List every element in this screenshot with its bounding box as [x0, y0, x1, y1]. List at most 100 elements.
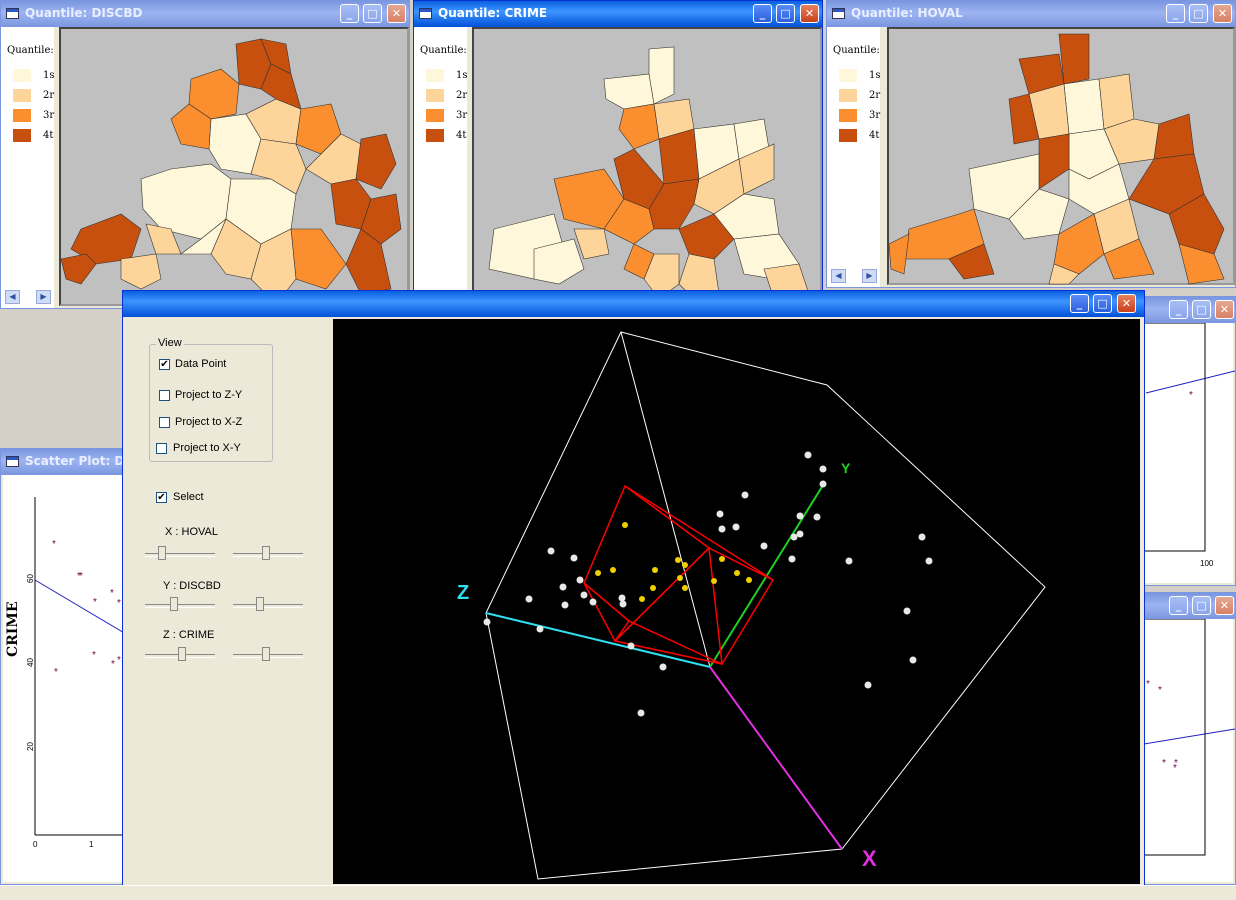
- maximize-button[interactable]: □: [776, 4, 795, 23]
- svg-text:*: *: [117, 598, 121, 609]
- scroll-left-button[interactable]: ◀: [5, 290, 20, 304]
- minimize-button[interactable]: _: [1169, 300, 1188, 319]
- legend-swatch-1: [839, 69, 857, 82]
- titlebar[interactable]: _ □ ✕: [1142, 297, 1235, 323]
- selected-points: [595, 522, 752, 602]
- minimize-button[interactable]: _: [1166, 4, 1185, 23]
- y-max-slider[interactable]: [233, 594, 303, 614]
- scroll-right-button[interactable]: ▶: [36, 290, 51, 304]
- y-axis-line: [709, 481, 826, 668]
- tick-label-100: 100: [1200, 559, 1214, 568]
- legend-title: Quantile:: [420, 45, 467, 56]
- map-svg: [60, 38, 402, 305]
- titlebar[interactable]: Scatter Plot: DIS: [1, 449, 129, 475]
- quantile-legend: Quantile: 1s 2r 3r 4t ◀ ▶: [414, 27, 468, 317]
- window-icon: [6, 456, 19, 467]
- data-point-checkbox[interactable]: ✔: [159, 359, 170, 370]
- legend-swatch-2: [839, 89, 857, 102]
- choropleth-map[interactable]: [887, 27, 1235, 285]
- titlebar[interactable]: _ □ ✕: [1142, 593, 1235, 619]
- x-min-slider[interactable]: [145, 543, 215, 563]
- scatter-plot-area[interactable]: CRIME 60 40 20 0 1 * * * * * * * * * *: [3, 475, 129, 882]
- window-icon: [832, 8, 845, 19]
- z-axis-variable-label: Z : CRIME: [163, 629, 215, 641]
- minimize-button[interactable]: _: [340, 4, 359, 23]
- legend-swatch-3: [839, 109, 857, 122]
- close-button[interactable]: ✕: [800, 4, 819, 23]
- window-scatter-plot: Scatter Plot: DIS CRIME 60 40 20 0 1 * *…: [0, 448, 130, 885]
- legend-label-3: 3r: [456, 110, 468, 121]
- project-zy-label: Project to Z-Y: [175, 389, 243, 401]
- plot-svg: * * * * *: [1142, 618, 1235, 856]
- legend-swatch-2: [426, 89, 444, 102]
- svg-text:*: *: [1158, 685, 1162, 696]
- window-3d-plot: _ □ ✕ View ✔ Data Point Project to Z-Y P…: [122, 290, 1145, 887]
- slider-thumb[interactable]: [262, 546, 270, 560]
- maximize-button[interactable]: □: [1189, 4, 1208, 23]
- select-checkbox[interactable]: ✔: [156, 492, 167, 503]
- close-button[interactable]: ✕: [1215, 596, 1234, 615]
- svg-text:*: *: [54, 667, 58, 678]
- titlebar[interactable]: Quantile: CRIME _ □ ✕: [414, 1, 822, 27]
- svg-text:*: *: [110, 588, 114, 599]
- close-button[interactable]: ✕: [387, 4, 406, 23]
- view-group-label: View: [156, 337, 184, 349]
- 3d-scatter-canvas[interactable]: Z Y X: [333, 319, 1140, 884]
- window-title: Quantile: HOVAL: [851, 6, 963, 20]
- legend-scrollbar[interactable]: ◀ ▶: [5, 290, 51, 304]
- titlebar[interactable]: _ □ ✕: [123, 291, 1144, 317]
- slider-thumb[interactable]: [262, 647, 270, 661]
- view-group: [149, 344, 273, 462]
- minimize-button[interactable]: _: [1169, 596, 1188, 615]
- plot-area[interactable]: * * * * *: [1142, 618, 1235, 882]
- titlebar[interactable]: Quantile: HOVAL _ □ ✕: [827, 1, 1235, 27]
- project-zy-checkbox[interactable]: [159, 390, 170, 401]
- close-button[interactable]: ✕: [1213, 4, 1232, 23]
- minimize-button[interactable]: _: [1070, 294, 1089, 313]
- svg-text:*: *: [52, 539, 56, 550]
- project-xy-checkbox[interactable]: [156, 443, 167, 454]
- choropleth-map[interactable]: [472, 27, 822, 315]
- data-points: [483, 451, 933, 717]
- maximize-button[interactable]: □: [1192, 300, 1211, 319]
- choropleth-map[interactable]: [59, 27, 409, 306]
- y-axis-letter: Y: [841, 460, 851, 476]
- slider-thumb[interactable]: [178, 647, 186, 661]
- maximize-button[interactable]: □: [363, 4, 382, 23]
- legend-label-3: 3r: [43, 110, 55, 121]
- legend-label-1: 1s: [456, 70, 468, 81]
- project-xy-label: Project to X-Y: [173, 442, 241, 454]
- legend-title: Quantile:: [7, 45, 54, 56]
- legend-label-1: 1s: [869, 70, 881, 81]
- xtick-1: 1: [89, 840, 94, 849]
- slider-thumb[interactable]: [170, 597, 178, 611]
- svg-text:*: *: [1162, 758, 1166, 769]
- z-min-slider[interactable]: [145, 644, 215, 664]
- y-axis-label: CRIME: [5, 602, 21, 658]
- z-axis-line: [485, 612, 711, 668]
- slider-thumb[interactable]: [256, 597, 264, 611]
- project-xz-checkbox[interactable]: [159, 417, 170, 428]
- ytick-20: 20: [26, 742, 35, 751]
- legend-scrollbar[interactable]: ◀ ▶: [831, 269, 877, 283]
- x-axis-letter: X: [862, 846, 877, 871]
- maximize-button[interactable]: □: [1093, 294, 1112, 313]
- data-point-label: Data Point: [175, 358, 227, 370]
- ytick-60: 60: [26, 574, 35, 583]
- plot-area[interactable]: * 100: [1142, 322, 1235, 583]
- close-button[interactable]: ✕: [1117, 294, 1136, 313]
- titlebar[interactable]: Quantile: DISCBD _ □ ✕: [1, 1, 409, 27]
- slider-thumb[interactable]: [158, 546, 166, 560]
- legend-swatch-4: [13, 129, 31, 142]
- maximize-button[interactable]: □: [1192, 596, 1211, 615]
- legend-swatch-1: [426, 69, 444, 82]
- legend-label-4: 4t: [869, 130, 880, 141]
- x-max-slider[interactable]: [233, 543, 303, 563]
- scroll-left-button[interactable]: ◀: [831, 269, 846, 283]
- close-button[interactable]: ✕: [1215, 300, 1234, 319]
- minimize-button[interactable]: _: [753, 4, 772, 23]
- y-min-slider[interactable]: [145, 594, 215, 614]
- z-max-slider[interactable]: [233, 644, 303, 664]
- scroll-right-button[interactable]: ▶: [862, 269, 877, 283]
- quantile-legend: Quantile: 1s 2r 3r 4t ◀ ▶: [827, 27, 881, 287]
